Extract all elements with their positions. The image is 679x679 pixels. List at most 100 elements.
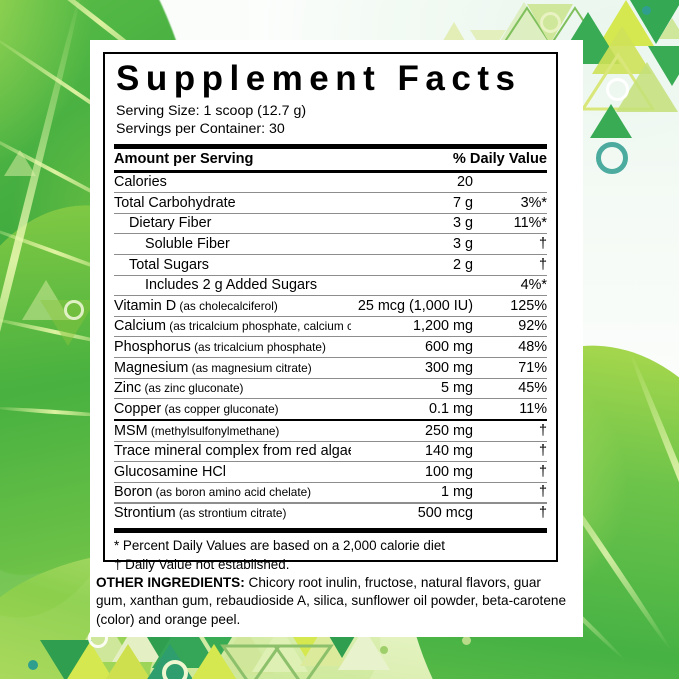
divider-thick xyxy=(114,144,547,150)
circle-decor xyxy=(28,660,38,670)
other-ingredients-text: Chicory root inulin, fructose, natural f… xyxy=(96,575,567,627)
triangle-decor xyxy=(22,280,70,320)
nutrient-source: (as boron amino acid chelate) xyxy=(152,485,312,500)
nutrient-source: (as copper gluconate) xyxy=(161,401,279,416)
triangle-decor xyxy=(4,150,36,176)
nutrient-name: Soluble Fiber xyxy=(145,235,230,252)
divider-thin xyxy=(114,274,547,276)
divider-thin xyxy=(114,233,547,235)
nutrient-daily-value: † xyxy=(538,422,547,439)
circle-decor xyxy=(642,6,651,15)
nutrient-daily-value: † xyxy=(538,235,547,252)
triangle-outline-decor xyxy=(272,644,334,679)
divider-thin xyxy=(114,336,547,338)
nutrient-daily-value: † xyxy=(538,463,547,480)
divider-thin xyxy=(114,502,547,504)
other-ingredients-heading: OTHER INGREDIENTS: xyxy=(96,575,245,590)
nutrient-amount: 3 g xyxy=(452,235,473,252)
nutrient-daily-value: 11%* xyxy=(513,215,547,232)
triangle-decor xyxy=(590,104,632,138)
divider-thin xyxy=(114,192,547,194)
nutrient-amount: 250 mg xyxy=(425,422,473,439)
nutrient-amount: 20 xyxy=(456,174,473,191)
nutrient-daily-value: † xyxy=(538,256,547,273)
circle-decor xyxy=(64,300,84,320)
amount-per-serving-header: Amount per Serving xyxy=(114,151,254,168)
circle-decor xyxy=(462,636,471,645)
nutrient-amount: 5 mg xyxy=(441,380,473,397)
nutrient-source: (methylsulfonylmethane) xyxy=(147,423,280,438)
table-column-headers: Amount per Serving % Daily Value xyxy=(114,149,547,170)
nutrient-amount: 300 mg xyxy=(425,359,473,376)
nutrient-name: Total Carbohydrate xyxy=(114,194,236,211)
nutrient-row: Includes 2 g Added Sugars 4%* xyxy=(114,276,547,296)
divider-thin xyxy=(114,398,547,400)
nutrient-name: Zinc (as zinc gluconate) xyxy=(114,380,244,397)
circle-decor xyxy=(540,12,561,33)
circle-decor xyxy=(606,78,629,101)
nutrient-row: Glucosamine HCl 100 mg † xyxy=(114,462,547,482)
divider-thin xyxy=(114,461,547,463)
divider-thin xyxy=(114,377,547,379)
nutrient-amount: 25 mcg (1,000 IU) xyxy=(357,297,473,314)
nutrient-name: Vitamin D (as cholecalciferol) xyxy=(114,297,278,314)
divider-thin xyxy=(114,295,547,297)
nutrient-row: Dietary Fiber 3 g 11%* xyxy=(114,214,547,234)
nutrient-amount: 7 g xyxy=(452,194,473,211)
divider-thin xyxy=(114,356,547,358)
nutrient-name: Copper (as copper gluconate) xyxy=(114,400,279,417)
servings-per-container-text: Servings per Container: 30 xyxy=(116,121,285,138)
nutrient-row: Trace mineral complex from red algae 140 … xyxy=(114,442,547,462)
nutrient-name: Total Sugars xyxy=(129,256,209,273)
divider-thin xyxy=(114,440,547,442)
serving-size-text: Serving Size: 1 scoop (12.7 g) xyxy=(116,102,307,119)
nutrient-daily-value: † xyxy=(538,443,547,460)
circle-decor xyxy=(596,142,628,174)
nutrient-name: Calcium (as tricalcium phosphate, calciu… xyxy=(114,318,351,334)
circle-decor xyxy=(380,646,388,654)
nutrient-source: (as magnesium citrate) xyxy=(188,360,312,375)
nutrient-daily-value: † xyxy=(538,484,547,501)
nutrient-source: (as tricalcium phosphate, calcium citrat… xyxy=(169,319,351,334)
nutrient-row: Calories 20 xyxy=(114,173,547,193)
nutrient-amount: 500 mcg xyxy=(417,505,473,522)
nutrient-amount: 600 mg xyxy=(425,338,473,355)
triangle-decor xyxy=(648,46,679,86)
nutrient-daily-value: † xyxy=(538,505,547,522)
supplement-facts-box: Supplement Facts Serving Size: 1 scoop (… xyxy=(103,52,558,572)
nutrient-name: Dietary Fiber xyxy=(129,215,212,232)
divider-thin xyxy=(114,253,547,256)
other-ingredients: OTHER INGREDIENTS: Chicory root inulin, … xyxy=(96,574,574,629)
nutrient-row: Vitamin D (as cholecalciferol) 25 mcg (1,… xyxy=(114,296,547,316)
nutrient-name: Boron (as boron amino acid chelate) xyxy=(114,484,312,501)
page-title: Supplement Facts xyxy=(116,59,522,98)
nutrient-name: Magnesium (as magnesium citrate) xyxy=(114,359,312,376)
nutrient-row: Copper (as copper gluconate) 0.1 mg 11% xyxy=(114,399,547,419)
circle-decor xyxy=(162,660,188,679)
nutrient-daily-value: 48% xyxy=(518,338,547,355)
nutrient-amount: 3 g xyxy=(452,215,473,232)
nutrient-name: Calories xyxy=(114,174,167,191)
footnote-dagger: † Daily Value not established. xyxy=(114,556,290,572)
nutrient-daily-value: 3%* xyxy=(520,194,547,211)
supplement-facts-panel: Supplement Facts Serving Size: 1 scoop (… xyxy=(90,40,583,637)
nutrient-amount: 1 mg xyxy=(441,484,473,501)
daily-value-header: % Daily Value xyxy=(452,151,547,168)
nutrient-row: Phosphorus (as tricalcium phosphate) 600 … xyxy=(114,337,547,357)
nutrient-name: Trace mineral complex from red algae xyxy=(114,443,351,460)
nutrient-daily-value: 125% xyxy=(510,297,547,314)
divider-medium xyxy=(114,418,547,422)
nutrient-row: Boron (as boron amino acid chelate) 1 mg † xyxy=(114,483,547,503)
nutrient-amount: 1,200 mg xyxy=(412,318,473,335)
divider-medium xyxy=(114,170,547,173)
nutrient-row: MSM (methylsulfonylmethane) 250 mg † xyxy=(114,421,547,441)
nutrient-name: Includes 2 g Added Sugars xyxy=(145,277,318,294)
triangle-decor xyxy=(659,18,679,39)
nutrient-source: (as cholecalciferol) xyxy=(176,298,278,313)
divider-thin xyxy=(114,212,547,214)
nutrient-amount: 2 g xyxy=(452,256,473,273)
divider-thick-bottom xyxy=(114,528,547,534)
nutrient-row: Magnesium (as magnesium citrate) 300 mg 71… xyxy=(114,358,547,378)
divider-thin xyxy=(114,481,547,483)
nutrient-row: Total Sugars 2 g † xyxy=(114,255,547,275)
